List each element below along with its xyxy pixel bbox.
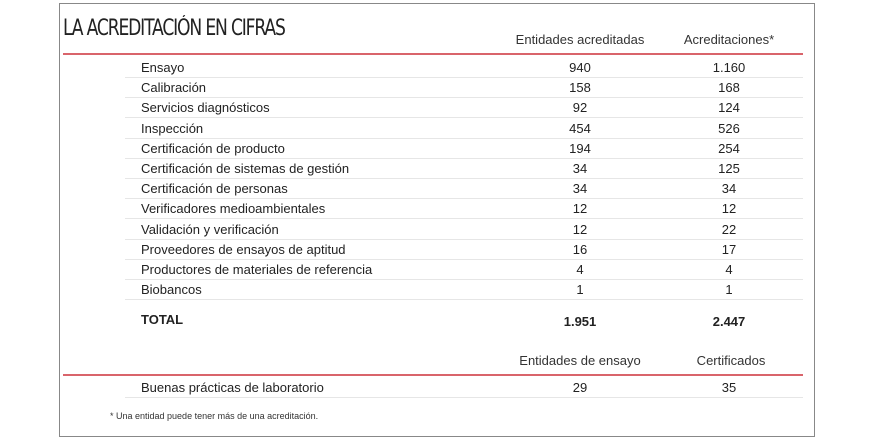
total-accreditations: 2.447 (712, 314, 746, 329)
row-label: Certificación de personas (141, 181, 288, 197)
header-divider (63, 53, 803, 55)
total-entities: 1.951 (563, 314, 597, 329)
row-label: Biobancos (141, 282, 202, 298)
table-row: Verificadores medioambientales 12 12 (125, 198, 803, 220)
row-entities: 4 (576, 262, 584, 277)
row-accreditations: 526 (718, 120, 740, 136)
row-entities: 158 (569, 80, 591, 96)
row-accreditations: 17 (721, 241, 737, 257)
footnote: * Una entidad puede tener más de una acr… (110, 411, 319, 421)
row-accreditations: 254 (718, 140, 740, 156)
row-entities: 940 (569, 60, 591, 75)
table-row: Ensayo 940 1.160 (125, 57, 803, 78)
table-row: Productores de materiales de referencia 4… (125, 259, 803, 280)
row-label: Productores de materiales de referencia (141, 262, 373, 277)
row-entities: 29 (572, 380, 588, 395)
row-accreditations: 124 (718, 100, 740, 116)
table-row: Biobancos 1 1 (125, 279, 803, 301)
row-accreditations: 125 (718, 161, 740, 176)
row-entities: 16 (572, 241, 588, 257)
glp-divider (63, 374, 803, 376)
table-row: Validación y verificación 12 22 (125, 219, 803, 240)
header-certificates: Certificados (696, 353, 766, 368)
row-entities: 1 (576, 282, 584, 298)
table-row: Certificación de personas 34 34 (125, 178, 803, 200)
row-accreditations: 34 (721, 181, 737, 197)
row-label: Buenas prácticas de laboratorio (141, 380, 324, 395)
page-title: LA ACREDITACIÓN EN CIFRAS (63, 16, 286, 41)
table-row: Buenas prácticas de laboratorio 29 35 (125, 377, 803, 398)
row-label: Ensayo (141, 60, 185, 75)
row-accreditations: 1.160 (712, 60, 746, 75)
row-entities: 454 (569, 120, 591, 136)
table-row: Calibración 158 168 (125, 77, 803, 99)
row-accreditations: 168 (718, 80, 740, 96)
header-accreditations: Acreditaciones* (683, 32, 775, 47)
table-row: Proveedores de ensayos de aptitud 16 17 (125, 239, 803, 260)
total-label: TOTAL (141, 312, 184, 327)
row-label: Certificación de producto (141, 140, 285, 156)
row-accreditations: 4 (725, 262, 733, 277)
row-entities: 92 (572, 100, 588, 116)
table-row: Inspección 454 526 (125, 118, 803, 139)
row-label: Certificación de sistemas de gestión (141, 161, 350, 176)
header-entities: Entidades acreditadas (515, 32, 645, 47)
row-entities: 12 (572, 201, 588, 217)
row-accreditations: 22 (721, 221, 737, 237)
table-frame (59, 3, 815, 437)
row-label: Inspección (141, 120, 204, 136)
row-accreditations: 1 (725, 282, 733, 298)
row-label: Proveedores de ensayos de aptitud (141, 241, 346, 257)
header-test-entities: Entidades de ensayo (519, 353, 641, 368)
row-label: Verificadores medioambientales (141, 201, 326, 217)
row-certificates: 35 (721, 380, 737, 395)
row-accreditations: 12 (721, 201, 737, 217)
row-entities: 34 (572, 181, 588, 197)
row-entities: 194 (569, 140, 591, 156)
row-label: Validación y verificación (141, 221, 279, 237)
table-row: Servicios diagnósticos 92 124 (125, 97, 803, 119)
row-entities: 34 (572, 161, 588, 176)
row-label: Calibración (141, 80, 207, 96)
table-row: Certificación de producto 194 254 (125, 138, 803, 159)
table-row: Certificación de sistemas de gestión 34 12… (125, 158, 803, 179)
row-entities: 12 (572, 221, 588, 237)
row-label: Servicios diagnósticos (141, 100, 270, 116)
